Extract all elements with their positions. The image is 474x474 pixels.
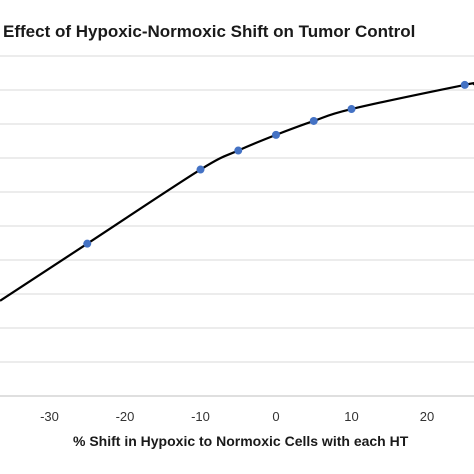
data-point	[272, 130, 280, 139]
series-line	[0, 82, 474, 302]
data-point	[234, 146, 243, 155]
data-points	[83, 80, 469, 248]
x-axis-label: % Shift in Hypoxic to Normoxic Cells wit…	[73, 433, 409, 449]
x-tick-label: -10	[191, 409, 210, 424]
data-point	[309, 116, 318, 125]
data-point	[460, 80, 469, 89]
data-point	[347, 105, 356, 114]
x-tick-label: 10	[344, 409, 358, 424]
data-point	[83, 239, 92, 248]
chart-title: Effect of Hypoxic-Normoxic Shift on Tumo…	[3, 22, 415, 41]
x-tick-label: -30	[40, 409, 59, 424]
x-tick-labels: -30 -20 -10 0 10 20	[40, 409, 434, 424]
x-tick-label: 20	[420, 409, 434, 424]
x-tick-label: -20	[116, 409, 135, 424]
x-tick-label: 0	[272, 409, 279, 424]
data-point	[196, 165, 205, 174]
gridlines	[0, 55, 474, 363]
